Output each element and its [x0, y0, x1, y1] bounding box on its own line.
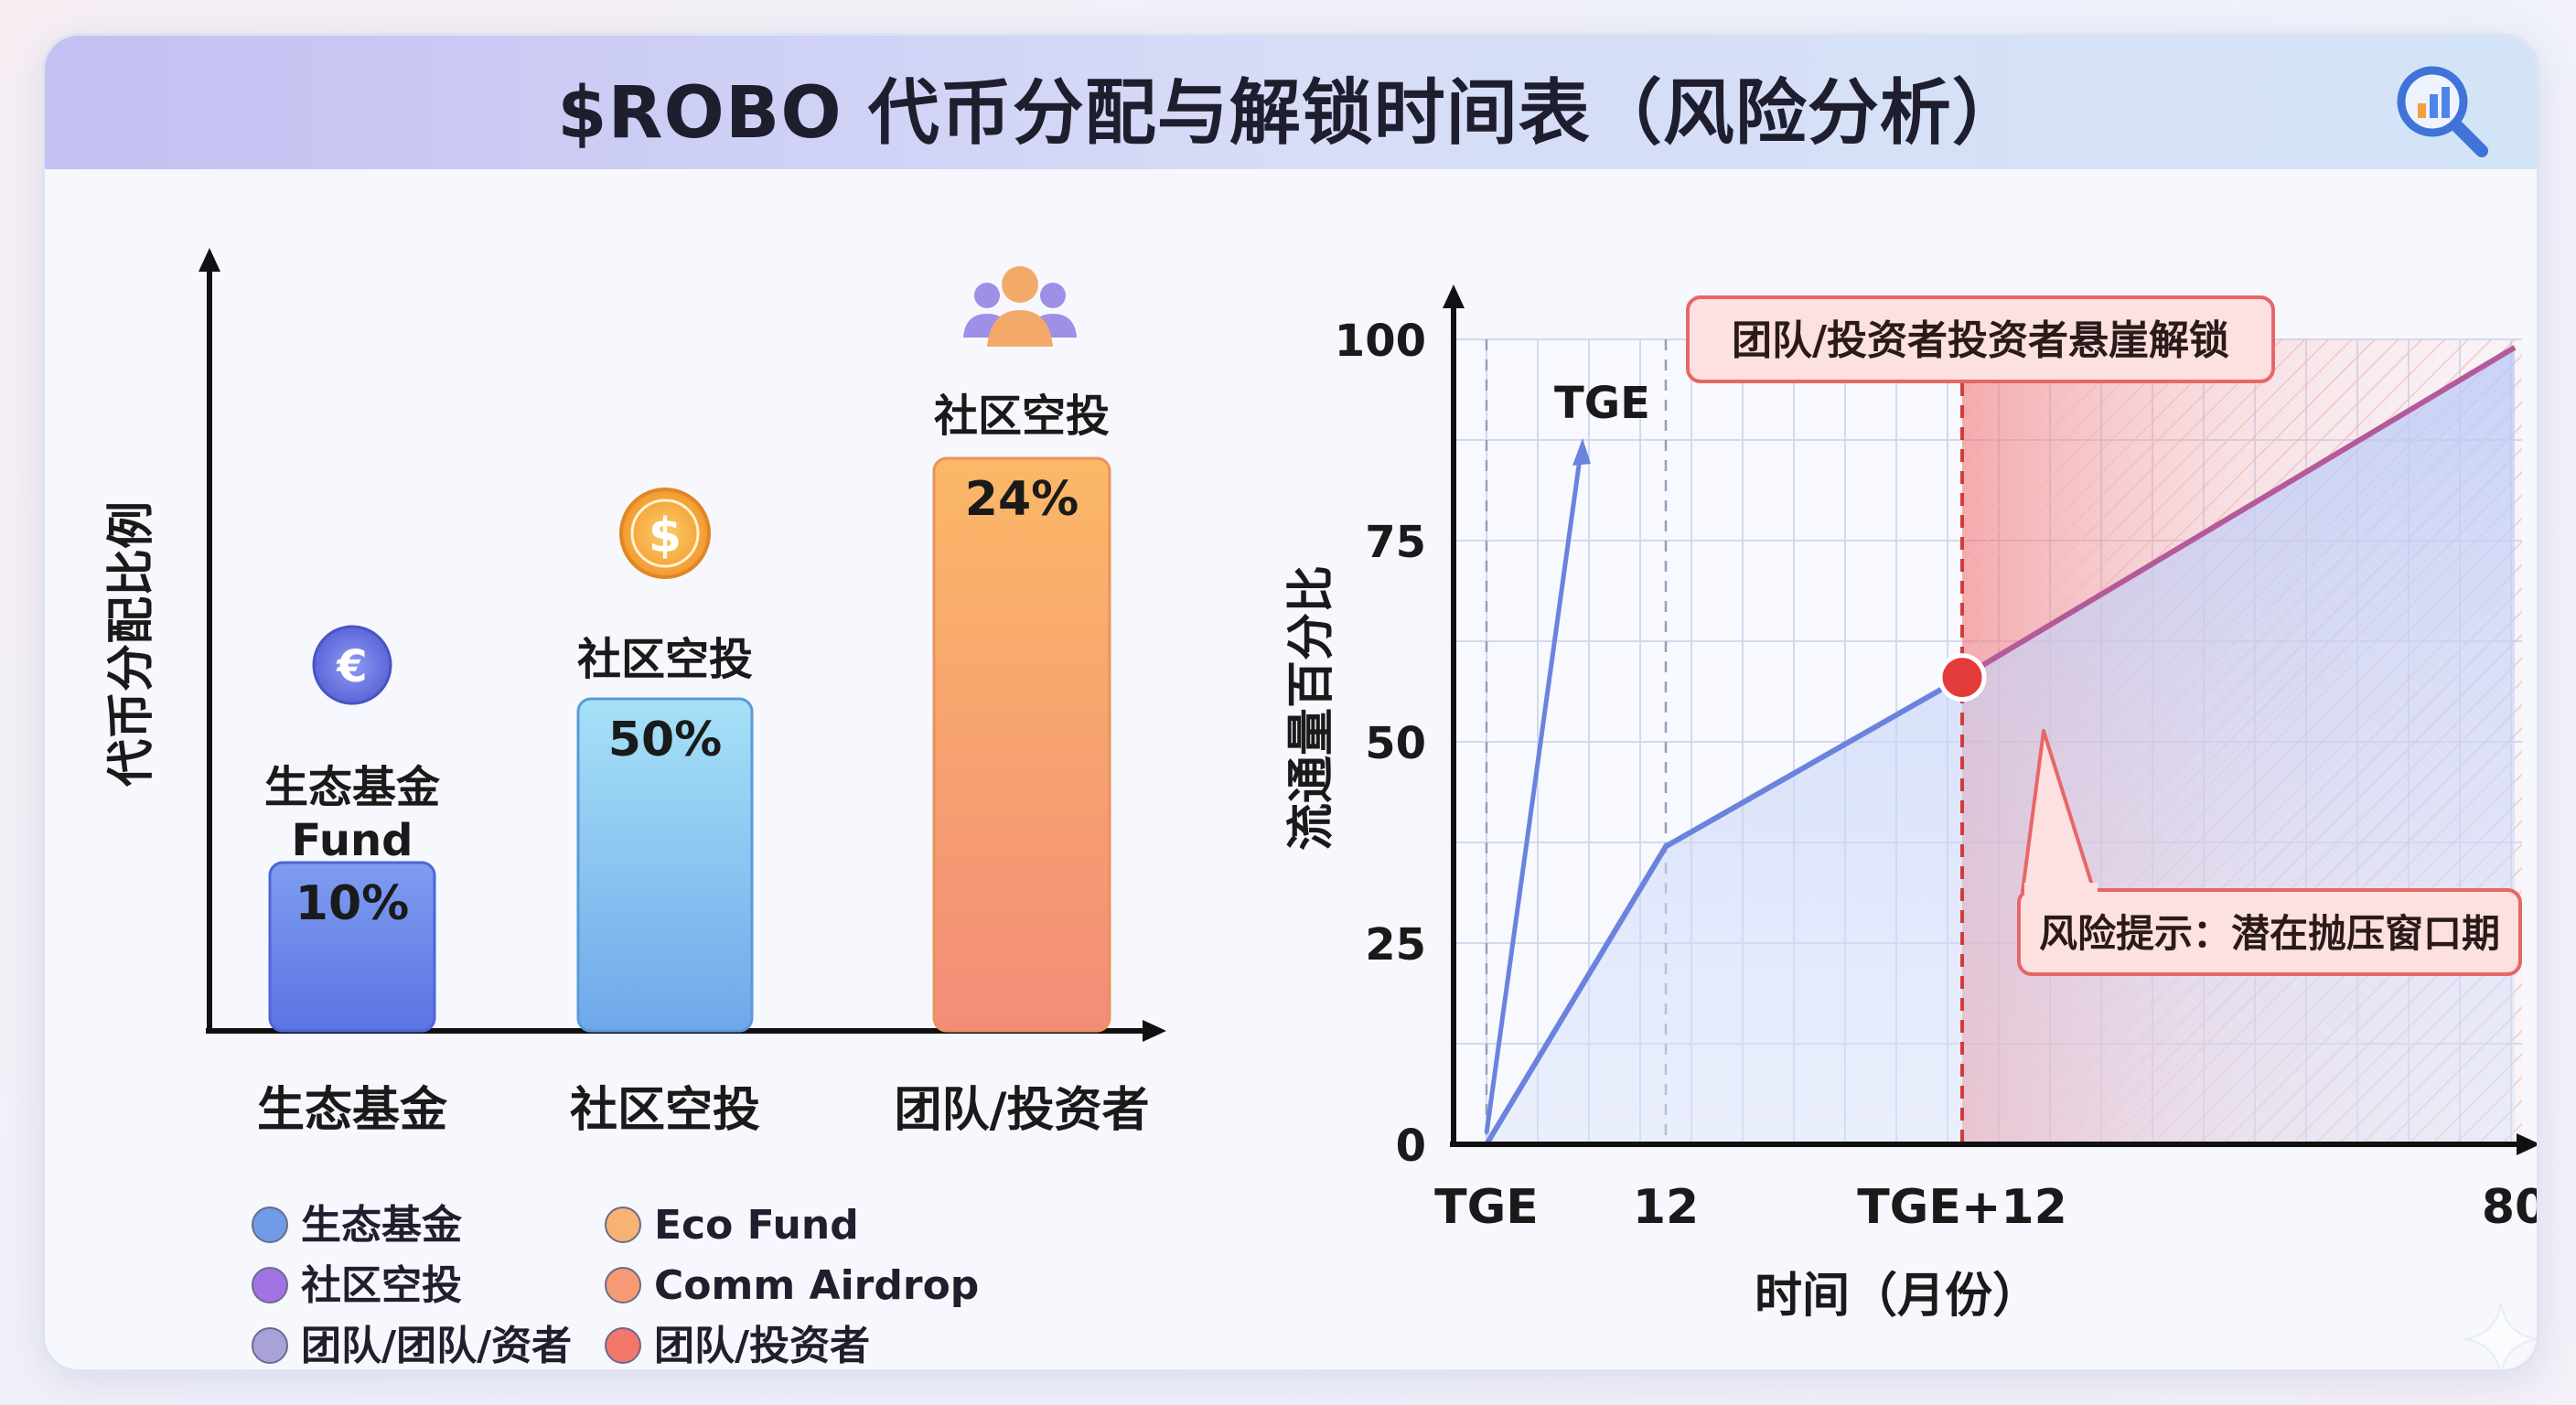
bar-category-label: 社区空投	[577, 634, 753, 685]
cliff-label: 团队/投资者投资者悬崖解锁	[1732, 317, 2229, 364]
tge-arrow	[1484, 451, 1583, 1134]
dollar-coin-icon: $	[619, 488, 711, 579]
y-axis-label: 流通量百分比	[1284, 565, 1339, 851]
header-banner: $ROBO 代币分配与解锁时间表（风险分析）	[45, 36, 2537, 169]
bar-value-label: 24%	[965, 472, 1079, 527]
bar-1	[576, 697, 754, 1033]
bar-2	[932, 456, 1111, 1033]
legend-swatch	[252, 1207, 288, 1243]
tge-arrow-head	[1572, 438, 1591, 466]
x-tick-label: 社区空投	[570, 1083, 760, 1138]
y-tick-labels: 0 25 50 75 100	[1335, 316, 1426, 1172]
legend-label: Eco Fund	[654, 1202, 859, 1249]
legend-swatch	[605, 1327, 641, 1364]
x-axis-arrow	[2517, 1133, 2537, 1155]
legend-swatch	[252, 1327, 288, 1364]
x-tick-label: 80	[2482, 1180, 2537, 1235]
page-title: $ROBO 代币分配与解锁时间表（风险分析）	[557, 72, 2024, 155]
bar-category-label: 生态基金	[264, 762, 441, 813]
legend-label: 社区空投	[301, 1262, 462, 1309]
legend-label: Comm Airdrop	[654, 1262, 979, 1309]
allocation-bar-chart: 代币分配比例 10%生态基金生态基金Fund50%社区空投社区空投24%团队/投…	[104, 248, 1166, 1369]
bar-value-label: 50%	[608, 713, 722, 767]
y-axis-arrow	[1443, 284, 1465, 308]
svg-text:$: $	[649, 509, 682, 563]
magnifier-chart-icon	[2397, 66, 2488, 157]
y-axis-arrow	[199, 248, 220, 272]
bar-0	[268, 861, 436, 1033]
euro-coin-icon: €	[312, 625, 392, 705]
infographic-card: $ROBO 代币分配与解锁时间表（风险分析）	[42, 33, 2539, 1372]
legend-swatch	[605, 1207, 641, 1243]
svg-text:€: €	[336, 641, 367, 692]
bar-category-label: Fund	[291, 815, 413, 866]
y-tick-label: 25	[1365, 919, 1426, 971]
x-tick-label: TGE+12	[1857, 1180, 2067, 1235]
x-tick-label: 12	[1633, 1180, 1699, 1235]
x-tick-labels: TGE 12 TGE+12 80	[1434, 1180, 2537, 1235]
x-tick-label: TGE	[1434, 1180, 1539, 1235]
y-tick-label: 50	[1365, 718, 1426, 769]
people-group-icon	[963, 266, 1077, 347]
bar-value-label: 10%	[295, 876, 409, 931]
series-line	[1484, 674, 1964, 1146]
cliff-point-marker	[1937, 653, 1987, 702]
legend-label: 团队/投资者	[654, 1323, 870, 1369]
x-axis-arrow	[1143, 1020, 1166, 1042]
y-tick-label: 0	[1396, 1121, 1426, 1172]
bar-category-label: 社区空投	[934, 391, 1110, 442]
legend-label: 生态基金	[301, 1202, 463, 1249]
legend-swatch	[252, 1267, 288, 1303]
risk-callout: 风险提示：潜在抛压窗口期	[2017, 729, 2522, 976]
cliff-point	[1937, 653, 1987, 702]
y-tick-label: 100	[1335, 316, 1426, 367]
sparkle-icon	[2463, 1302, 2537, 1369]
cliff-callout: 团队/投资者投资者悬崖解锁	[1686, 295, 2275, 383]
x-tick-label: 团队/投资者	[895, 1083, 1150, 1138]
legend-label: 团队/团队/资者	[301, 1323, 572, 1369]
y-axis-label: 代币分配比例	[104, 501, 159, 788]
legend: 生态基金 Eco Fund 社区空投 Comm Airdrop 团队/团队/资者 团队/投…	[252, 1202, 979, 1369]
x-tick-label: 生态基金	[257, 1083, 448, 1138]
series-line-post-cliff	[1960, 345, 2517, 681]
tge-arrow-label: TGE	[1554, 378, 1650, 429]
legend-swatch	[605, 1267, 641, 1303]
y-tick-label: 75	[1365, 517, 1426, 568]
x-axis-label: 时间（月份）	[1755, 1269, 2040, 1324]
circulation-line-chart: 0 25 50 75 100 TGE 12 TGE+12 80 时间（月份） 流通量百分比 T…	[1284, 284, 2537, 1324]
risk-label: 风险提示：潜在抛压窗口期	[2039, 911, 2500, 956]
